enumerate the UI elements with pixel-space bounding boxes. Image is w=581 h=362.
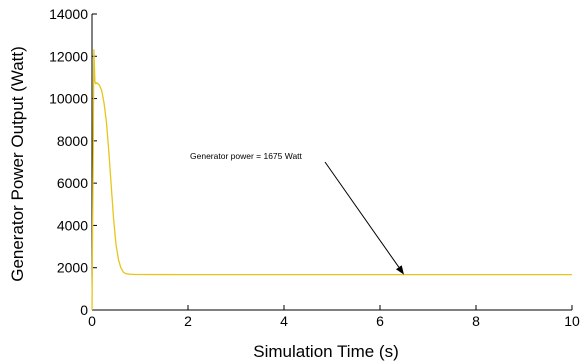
y-tick-label: 0 (80, 302, 88, 318)
x-tick-label: 10 (564, 313, 580, 329)
axes (91, 14, 572, 311)
x-tick-label: 6 (376, 313, 384, 329)
annotation-arrow (324, 161, 400, 268)
y-tick-label: 4000 (57, 217, 88, 233)
x-tick-label: 2 (184, 313, 192, 329)
x-tick-label: 0 (88, 313, 96, 329)
x-axis-title: Simulation Time (s) (253, 342, 398, 361)
annotation-label: Generator power = 1675 Watt (190, 151, 303, 161)
annotation-arrow-head (395, 265, 404, 275)
x-tick-label: 8 (472, 313, 480, 329)
annotation-layer: Generator power = 1675 Watt (190, 151, 404, 275)
y-tick-label: 6000 (57, 175, 88, 191)
y-tick-label: 2000 (57, 260, 88, 276)
series-layer (91, 49, 572, 311)
x-tick-label: 4 (280, 313, 288, 329)
y-axis-title: Generator Power Output (Watt) (8, 46, 27, 282)
ticks: 0 2000 4000 6000 8000 10000 12000 14000 0 2 4 6 8 10 (49, 6, 580, 329)
y-tick-label: 10000 (49, 91, 88, 107)
y-tick-label: 12000 (49, 48, 88, 64)
y-tick-label: 8000 (57, 133, 88, 149)
y-tick-label: 14000 (49, 6, 88, 22)
power-series-line (91, 49, 572, 311)
